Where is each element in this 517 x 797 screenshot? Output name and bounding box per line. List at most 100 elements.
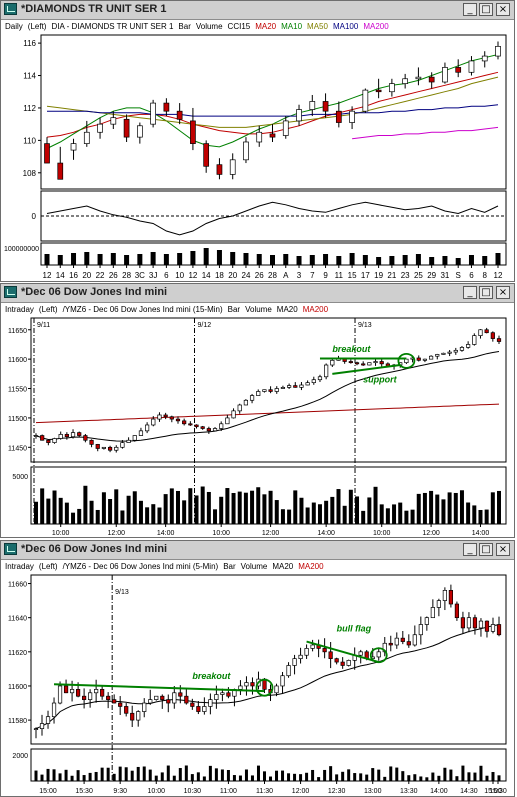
x-axis-label: 12:00	[107, 530, 125, 537]
chart-window-icon[interactable]	[4, 286, 17, 298]
candle-body	[441, 352, 446, 355]
daily-chart-window: *DIAMONDS TR UNIT SER 1 _ □ × Daily (Left…	[0, 0, 515, 282]
candle-body	[83, 435, 88, 441]
x-axis-label: 10:00	[373, 530, 391, 537]
candle-body	[447, 351, 452, 354]
minimize-button[interactable]: _	[463, 286, 477, 299]
x-axis-label: 15:00	[484, 788, 502, 795]
session-date-label: 9/13	[358, 322, 372, 329]
legend-item-0: Intraday	[5, 562, 34, 571]
minimize-button[interactable]: _	[463, 3, 477, 16]
window-titlebar[interactable]: *Dec 06 Dow Jones Ind mini _ □ ×	[1, 541, 514, 560]
ym-15min-chart-window: *Dec 06 Dow Jones Ind mini _ □ × Intrada…	[0, 283, 515, 538]
volume-bar	[323, 769, 327, 781]
x-axis-label: 12:00	[292, 788, 310, 795]
legend-item-5: MA20	[272, 562, 293, 571]
volume-bar	[101, 492, 106, 524]
volume-axis-label: 100000000	[4, 246, 39, 253]
volume-bar	[355, 496, 360, 524]
volume-bar	[361, 510, 366, 524]
candle-body	[379, 361, 384, 365]
volume-axis-label: 2000	[12, 753, 28, 760]
volume-bar	[275, 770, 279, 781]
volume-bar	[58, 497, 63, 524]
maximize-button[interactable]: □	[479, 3, 493, 16]
x-axis-label: 28	[268, 271, 277, 280]
volume-bar	[88, 772, 92, 781]
volume-bar	[479, 765, 483, 781]
volume-bar	[373, 486, 378, 524]
volume-bar	[231, 493, 236, 524]
x-axis-label: 10:30	[184, 788, 202, 795]
volume-bar	[150, 252, 156, 265]
candle-body	[163, 102, 170, 112]
candle-body	[282, 120, 289, 136]
close-button[interactable]: ×	[496, 543, 510, 556]
volume-bar	[377, 769, 381, 781]
minimize-button[interactable]: _	[463, 543, 477, 556]
x-axis-label: 14:30	[460, 788, 478, 795]
candle-body	[39, 723, 45, 729]
candle-body	[97, 123, 103, 133]
volume-bar	[441, 499, 446, 524]
volume-bar	[467, 772, 471, 781]
volume-bar	[219, 496, 224, 524]
x-axis-label: 10	[175, 271, 184, 280]
candle-body	[200, 426, 205, 429]
candle-body	[286, 665, 291, 677]
volume-bar	[76, 770, 80, 781]
x-axis-label: 12	[43, 271, 52, 280]
window-titlebar[interactable]: *Dec 06 Dow Jones Ind mini _ □ ×	[1, 284, 514, 303]
volume-bar	[367, 497, 372, 524]
candle-body	[481, 55, 488, 62]
candle-body	[389, 83, 395, 93]
window-titlebar[interactable]: *DIAMONDS TR UNIT SER 1 _ □ ×	[1, 1, 514, 20]
volume-bar	[415, 254, 421, 265]
legend-item-4: Volume	[196, 22, 223, 31]
volume-bar	[410, 509, 415, 524]
chart-window-icon[interactable]	[4, 3, 17, 15]
candle-body	[472, 617, 478, 629]
candle-body	[100, 689, 105, 697]
close-button[interactable]: ×	[496, 3, 510, 16]
chart-window-icon[interactable]	[4, 543, 17, 555]
candle-body	[175, 418, 181, 422]
x-axis-label: 19	[374, 271, 383, 280]
volume-bar	[293, 773, 297, 781]
candle-body	[196, 706, 201, 712]
candle-body	[33, 728, 39, 730]
ym-5min-chart-window: *Dec 06 Dow Jones Ind mini _ □ × Intrada…	[0, 540, 515, 797]
candle-body	[132, 435, 137, 441]
close-button[interactable]: ×	[496, 286, 510, 299]
volume-bar	[497, 490, 501, 524]
volume-bar	[299, 774, 303, 781]
candle-body	[40, 435, 45, 441]
candle-body	[317, 376, 323, 381]
price-axis-label: 114	[23, 72, 36, 81]
x-axis-label: A	[283, 271, 289, 280]
volume-axis-label: 5000	[12, 474, 28, 481]
volume-bar	[490, 492, 495, 524]
maximize-button[interactable]: □	[479, 286, 493, 299]
volume-bar	[443, 767, 447, 781]
candle-body	[123, 118, 130, 138]
volume-bar	[482, 256, 488, 265]
volume-bar	[82, 775, 86, 781]
price-axis-label: 11660	[8, 582, 27, 589]
legend-item-4: Volume	[245, 305, 272, 314]
volume-bar	[311, 769, 315, 781]
x-axis-label: 9:30	[113, 788, 127, 795]
candle-body	[112, 699, 117, 704]
price-pane-frame	[40, 34, 507, 190]
session-date-label: 9/13	[115, 589, 129, 596]
maximize-button[interactable]: □	[479, 543, 493, 556]
volume-bar	[305, 772, 309, 781]
volume-bar	[200, 486, 205, 524]
x-axis-label: 3C	[135, 271, 145, 280]
volume-pane-frame	[30, 748, 507, 782]
volume-bar	[237, 491, 242, 524]
bull-flag-line	[306, 640, 380, 664]
volume-bar	[473, 772, 477, 781]
volume-bar	[213, 509, 218, 524]
volume-bar	[283, 254, 289, 265]
